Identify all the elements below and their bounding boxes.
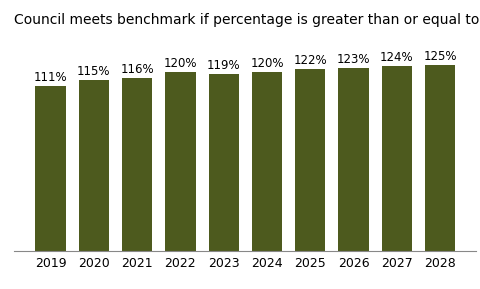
- Bar: [79, 79, 109, 251]
- Text: 123%: 123%: [336, 53, 370, 66]
- Text: 122%: 122%: [293, 54, 326, 67]
- Text: 124%: 124%: [379, 51, 413, 64]
- Text: Council meets benchmark if percentage is greater than or equal to 100%: Council meets benchmark if percentage is…: [14, 12, 480, 27]
- Bar: [165, 72, 195, 251]
- Bar: [424, 64, 454, 251]
- Text: 111%: 111%: [34, 71, 67, 84]
- Bar: [337, 68, 368, 251]
- Text: 125%: 125%: [422, 50, 456, 63]
- Bar: [122, 78, 152, 251]
- Bar: [294, 69, 324, 251]
- Text: 120%: 120%: [163, 57, 197, 70]
- Text: 115%: 115%: [77, 65, 110, 78]
- Text: 116%: 116%: [120, 63, 154, 76]
- Bar: [251, 72, 281, 251]
- Bar: [36, 86, 66, 251]
- Text: 120%: 120%: [250, 57, 283, 70]
- Bar: [208, 73, 239, 251]
- Text: 119%: 119%: [206, 59, 240, 72]
- Bar: [381, 66, 411, 251]
